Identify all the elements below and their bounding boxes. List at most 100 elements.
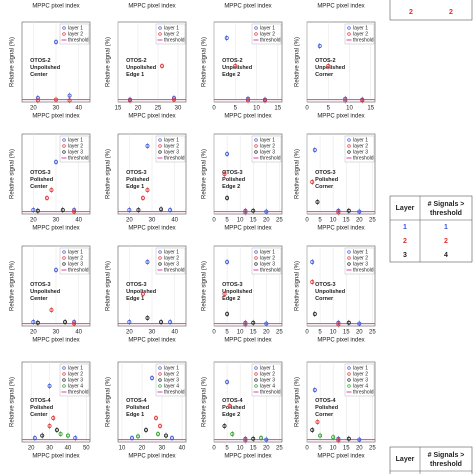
legend-label: layer 2 (260, 371, 275, 377)
legend-label: threshold (353, 267, 374, 273)
legend-label: layer 4 (353, 383, 368, 389)
panel-title: Unpolished (30, 289, 60, 295)
legend-label: layer 3 (164, 261, 179, 267)
legend-marker (254, 32, 258, 36)
y-axis-label: Relative signal (%) (295, 149, 301, 199)
x-axis-label: MPPC pixel index (224, 114, 271, 120)
panel-title: Edge 1 (126, 184, 144, 190)
x-tick-label: 20 (30, 106, 37, 112)
y-axis-label: Relative signal (%) (295, 377, 301, 427)
legend-marker (62, 378, 66, 382)
legend-marker (158, 384, 162, 388)
legend-label: layer 4 (164, 383, 179, 389)
x-tick-label: 20 (126, 330, 133, 336)
legend-marker (254, 150, 258, 154)
legend-label: layer 3 (164, 149, 179, 155)
legend-marker (254, 256, 258, 260)
x-tick-label: 15 (115, 106, 122, 112)
legend-label: layer 1 (353, 249, 368, 255)
table-border (389, 195, 473, 263)
panel-title: Unpolished (315, 65, 345, 71)
x-tick-label: 10 (346, 106, 353, 112)
legend-marker (254, 26, 258, 30)
y-axis-label: Relative signal (%) (202, 377, 208, 427)
panel-title: OTOS-4 (315, 398, 336, 404)
y-axis-label: Relative signal (%) (10, 377, 16, 427)
legend-marker (158, 366, 162, 370)
x-tick-label: 10 (119, 446, 126, 452)
x-tick-label: 15 (250, 218, 257, 224)
legend-marker (158, 150, 162, 154)
x-axis-label: MPPC pixel index (32, 454, 79, 460)
table-cell: 3 (403, 252, 407, 259)
legend-label: layer 2 (68, 31, 83, 37)
table-cell: 1 (403, 224, 407, 231)
legend-label: layer 1 (260, 365, 275, 371)
legend-label: layer 4 (68, 383, 83, 389)
legend-label: threshold (353, 37, 374, 43)
legend-label: layer 2 (353, 371, 368, 377)
x-tick-label: 0 (212, 106, 216, 112)
x-tick-label: 5 (225, 330, 229, 336)
legend-marker (62, 256, 66, 260)
x-tick-label: 20 (263, 218, 270, 224)
legend-marker (347, 26, 351, 30)
panel-title: Polished (315, 405, 338, 411)
table-header: threshold (430, 210, 462, 217)
legend-label: layer 1 (164, 137, 179, 143)
legend-marker (254, 250, 258, 254)
panel-title: OTOS-2 (30, 58, 50, 64)
legend-marker (62, 150, 66, 154)
legend-label: layer 1 (260, 249, 275, 255)
legend-marker (254, 262, 258, 266)
panel-title: OTOS-2 (222, 58, 242, 64)
table-header: # Signals > (428, 201, 465, 208)
panel-title: OTOS-3 (30, 282, 50, 288)
legend-label: layer 1 (68, 25, 83, 31)
legend-label: layer 1 (164, 365, 179, 371)
legend-label: layer 3 (353, 149, 368, 155)
legend-marker (158, 372, 162, 376)
x-axis-label: MPPC pixel index (224, 454, 271, 460)
legend-marker (254, 372, 258, 376)
x-tick-label: 30 (175, 106, 182, 112)
legend-label: layer 2 (260, 31, 275, 37)
table-header: threshold (430, 461, 462, 468)
panel-title: Center (30, 72, 48, 78)
x-tick-label: 20 (126, 218, 133, 224)
y-axis-label: Relative signal (%) (10, 261, 16, 311)
legend-label: layer 2 (164, 371, 179, 377)
panel-title: OTOS-4 (30, 398, 51, 404)
x-tick-label: 0 (212, 330, 216, 336)
panel-title: Polished (30, 405, 53, 411)
legend-marker (347, 138, 351, 142)
panel-title: Edge 2 (222, 412, 240, 418)
legend-marker (62, 384, 66, 388)
y-axis-label: Relative signal (%) (106, 377, 112, 427)
table-cell: 2 (403, 238, 407, 245)
y-axis-label: Relative signal (%) (106, 261, 112, 311)
legend-marker (347, 372, 351, 376)
table-cell: 2 (409, 9, 413, 16)
table-cell: 4 (444, 252, 448, 259)
legend-label: layer 3 (260, 149, 275, 155)
x-tick-label: 5 (318, 330, 322, 336)
panel-title: Polished (315, 177, 338, 183)
x-tick-label: 40 (171, 218, 178, 224)
legend-label: threshold (260, 37, 281, 43)
x-tick-label: 10 (237, 330, 244, 336)
table-header: Layer (396, 456, 415, 463)
legend-label: layer 1 (260, 137, 275, 143)
x-axis-label: MPPC pixel index (128, 226, 175, 232)
table-header: Layer (396, 205, 415, 212)
legend-label: layer 3 (68, 149, 83, 155)
x-axis-label: MPPC pixel index (317, 114, 364, 120)
x-tick-label: 20 (356, 330, 363, 336)
x-axis-label: MPPC pixel index (128, 454, 175, 460)
panel-title: Unpolished (222, 289, 252, 295)
legend-marker (254, 366, 258, 370)
panel-title: OTOS-4 (222, 398, 243, 404)
legend-marker (347, 384, 351, 388)
panel-title: Polished (126, 405, 149, 411)
legend-label: layer 3 (164, 377, 179, 383)
